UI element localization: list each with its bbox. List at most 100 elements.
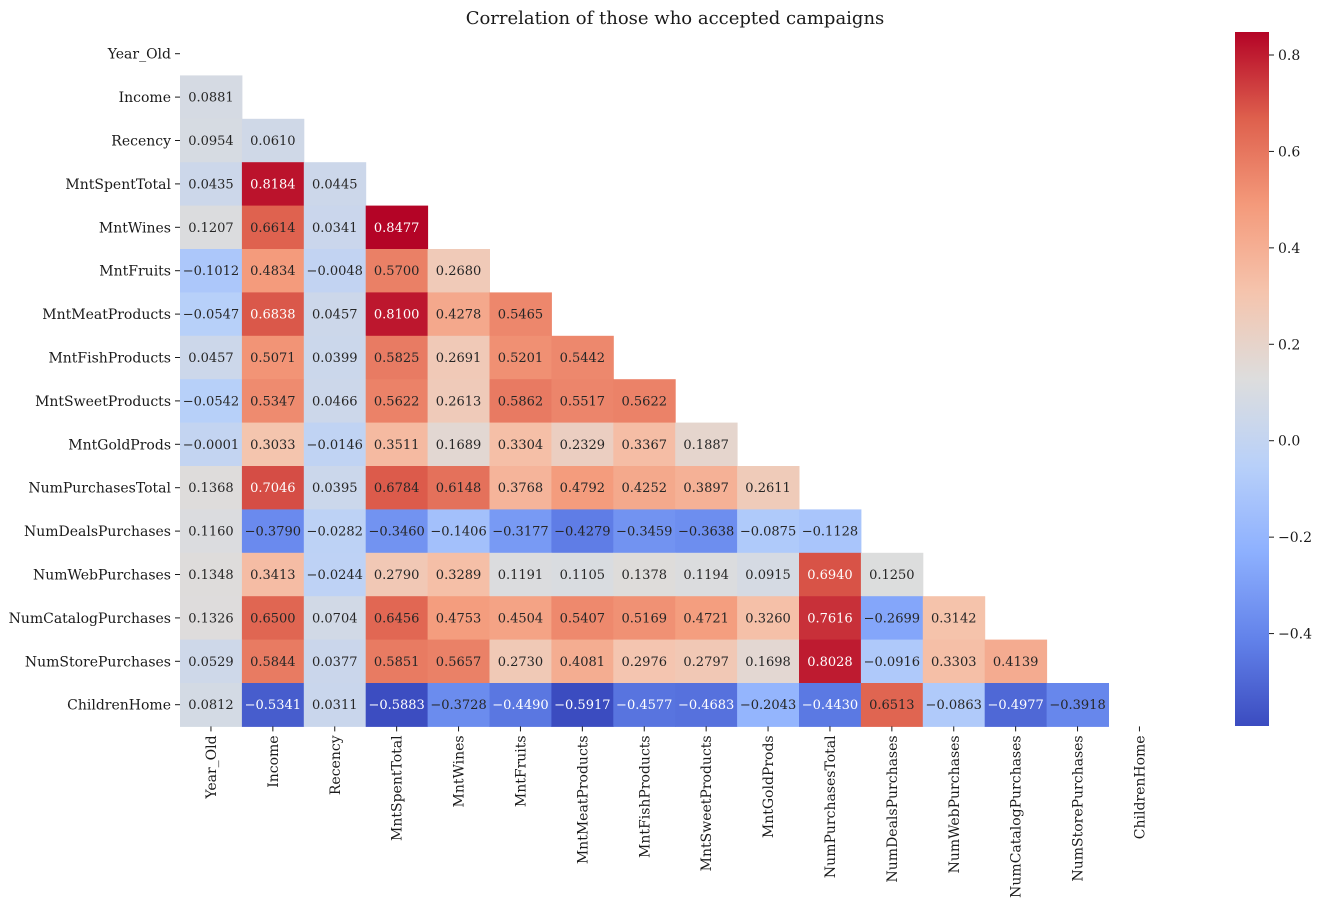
heatmap-cell (922, 639, 986, 684)
cell-value-label: −0.4683 (678, 698, 734, 713)
column-label: MntFruits (513, 735, 529, 807)
cell-value-label: 0.0529 (188, 655, 234, 670)
cell-value-label: 0.1689 (436, 438, 482, 453)
heatmap-cell (180, 335, 243, 380)
heatmap-cell (737, 509, 800, 554)
heatmap-cell (303, 162, 367, 207)
cell-value-label: 0.8100 (374, 308, 420, 323)
cell-value-label: 0.0399 (312, 351, 358, 366)
heatmap-cell (489, 335, 552, 380)
cell-value-label: 0.2976 (622, 655, 668, 670)
heatmap-cell (180, 162, 243, 207)
cell-value-label: 0.5825 (374, 351, 420, 366)
cell-value-label: 0.5862 (498, 394, 544, 409)
heatmap-cell (365, 509, 429, 554)
heatmap-cell (799, 639, 862, 684)
heatmap-cell (241, 509, 305, 554)
heatmap-cell (675, 422, 738, 467)
heatmap-cell (1046, 683, 1109, 727)
heatmap-cell (180, 683, 243, 727)
heatmap-cell (180, 249, 243, 293)
row-label: Recency (111, 134, 171, 150)
cell-value-label: 0.1250 (869, 568, 915, 583)
heatmap-cell (303, 552, 367, 597)
heatmap-cell (737, 552, 800, 597)
cell-value-label: −0.1406 (430, 525, 486, 540)
heatmap-cell (241, 292, 305, 337)
heatmap-cell (489, 509, 552, 554)
heatmap-cell (489, 639, 552, 684)
heatmap-cell (241, 552, 305, 597)
heatmap-cell (180, 552, 243, 597)
heatmap-cell (180, 639, 243, 684)
cell-value-label: 0.0954 (188, 134, 234, 149)
cell-value-label: 0.3304 (498, 438, 544, 453)
column-label: Recency (328, 735, 344, 795)
cell-value-label: 0.0915 (745, 568, 791, 583)
column-label: NumDealsPurchases (885, 735, 901, 882)
column-label: MntGoldProds (761, 735, 777, 838)
cell-value-label: −0.0001 (183, 438, 239, 453)
cell-value-label: 0.4252 (622, 481, 668, 496)
cell-value-label: 0.5442 (560, 351, 606, 366)
column-label: MntMeatProducts (575, 735, 591, 864)
heatmap-cell (427, 379, 490, 424)
cell-value-label: 0.6513 (869, 698, 915, 713)
cell-value-label: −0.3918 (1049, 698, 1105, 713)
cell-value-label: 0.1326 (188, 611, 234, 626)
cell-value-label: −0.0048 (307, 264, 363, 279)
cell-value-label: 0.6838 (250, 308, 296, 323)
heatmap-cell (551, 509, 614, 554)
colorbar-tick-label: 0.2 (1278, 337, 1300, 353)
row-label: Year_Old (107, 47, 171, 63)
heatmap-cell (365, 249, 429, 293)
cell-value-label: 0.1194 (683, 568, 729, 583)
cell-value-label: −0.3177 (492, 525, 548, 540)
heatmap-cell (737, 466, 800, 510)
heatmap-cell (489, 552, 552, 597)
heatmap-cell (613, 596, 676, 641)
cell-value-label: 0.3511 (374, 438, 420, 453)
row-label: MntGoldProds (68, 437, 171, 453)
cell-value-label: 0.3289 (436, 568, 482, 583)
cell-value-label: 0.4278 (436, 308, 482, 323)
cell-value-label: −0.1012 (183, 264, 239, 279)
heatmap-cell (180, 422, 243, 467)
heatmap-cell (551, 335, 614, 380)
cell-value-label: −0.3638 (678, 525, 734, 540)
heatmap-cell (180, 118, 243, 163)
heatmap-cell (427, 596, 490, 641)
cell-value-label: 0.0457 (188, 351, 234, 366)
cell-value-label: −0.2043 (740, 698, 796, 713)
heatmap-cell (799, 596, 862, 641)
cell-value-label: −0.5341 (245, 698, 301, 713)
row-label: NumWebPurchases (33, 568, 171, 584)
heatmap-cell (489, 466, 552, 510)
column-label: MntSweetProducts (699, 735, 715, 871)
cell-value-label: 0.1887 (683, 438, 729, 453)
chart-title: Correlation of those who accepted campai… (466, 8, 885, 29)
cell-value-label: 0.4081 (560, 655, 606, 670)
cell-value-label: −0.3459 (616, 525, 672, 540)
cell-value-label: 0.5622 (374, 394, 420, 409)
cell-value-label: −0.2699 (864, 611, 920, 626)
cell-value-label: 0.2329 (560, 438, 606, 453)
cell-value-label: 0.0377 (312, 655, 358, 670)
row-label: MntFruits (99, 264, 171, 280)
heatmap-cell (241, 639, 305, 684)
heatmap-cell (737, 596, 800, 641)
cell-value-label: 0.5407 (560, 611, 606, 626)
heatmap-cell (241, 596, 305, 641)
cell-value-label: 0.2611 (745, 481, 791, 496)
cell-value-label: −0.0875 (740, 525, 796, 540)
column-label: NumCatalogPurchases (1009, 735, 1025, 897)
heatmap-cell (365, 422, 429, 467)
cell-value-label: −0.5883 (368, 698, 424, 713)
heatmap-cell (241, 118, 305, 163)
cell-value-label: 0.0395 (312, 481, 358, 496)
heatmap-cell (241, 162, 305, 207)
heatmap-cell (427, 422, 490, 467)
column-label: MntSpentTotal (390, 735, 406, 841)
cell-value-label: 0.2613 (436, 394, 482, 409)
heatmap-cells: 0.0881 0.0954 0.0610 0.0435 0.8184 0.0445 0.12… (180, 75, 1109, 727)
